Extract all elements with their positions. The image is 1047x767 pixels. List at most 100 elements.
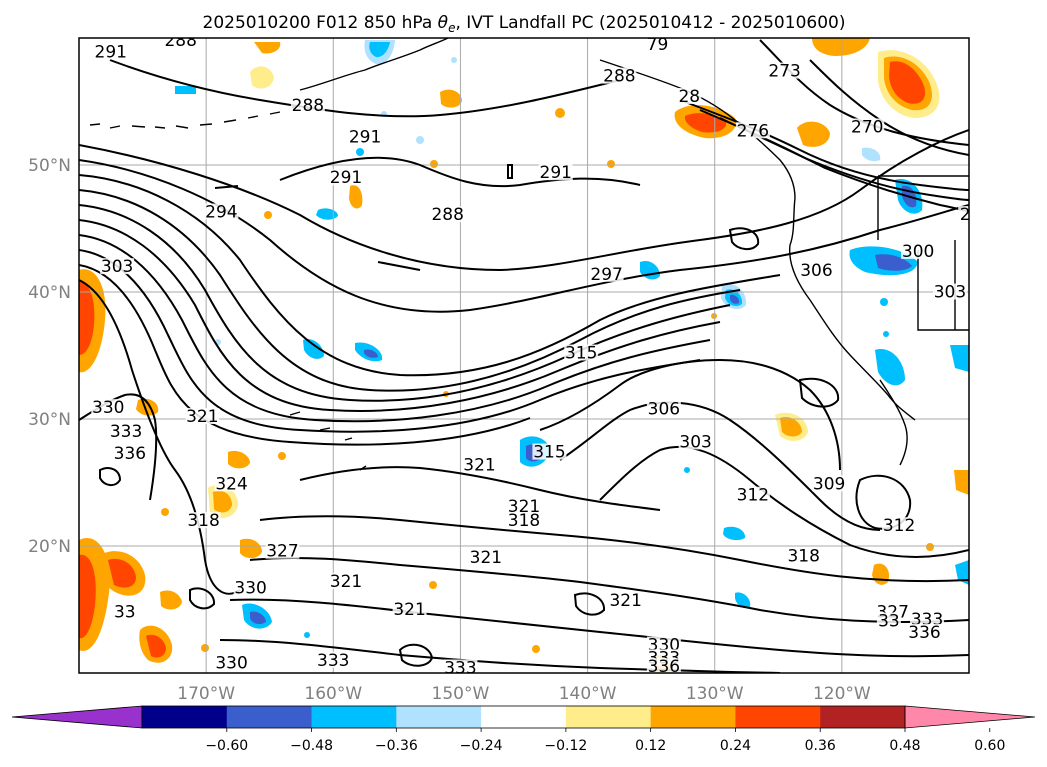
colorbar-tick-label: 0.60: [974, 738, 1005, 754]
colorbar-tick-label: −0.24: [460, 738, 503, 754]
contour-label: 300: [902, 242, 934, 262]
contour-label-bg: [430, 206, 465, 223]
colorbar-tick-label: −0.12: [544, 738, 587, 754]
contour-line: [559, 401, 881, 531]
contour-label: 309: [813, 474, 845, 494]
positive-anomaly-red: [889, 61, 926, 104]
negative-anomaly-lightblue: [862, 147, 881, 162]
contour-label: 318: [187, 511, 219, 531]
contour-line: [79, 249, 701, 433]
positive-anomaly-orange: [228, 450, 250, 469]
contour-line: [79, 234, 711, 423]
contour-label-bg: [850, 118, 885, 135]
contour-label: 294: [205, 203, 237, 223]
contour-label: 312: [883, 516, 915, 536]
contour-line: [249, 556, 969, 623]
negative-anomaly-darkblue: [250, 611, 266, 625]
contour-line: [539, 358, 841, 471]
colorbar-tick-label: −0.60: [205, 738, 248, 754]
contour-label: 336: [908, 623, 940, 643]
positive-anomaly-orange: [430, 160, 438, 168]
x-tick-label: 170°W: [177, 684, 235, 704]
x-tick-label: 150°W: [432, 684, 490, 704]
negative-anomaly-darkblue: [364, 349, 378, 358]
contour-label-bg: [290, 96, 325, 113]
contour-label: 318: [508, 511, 540, 531]
positive-anomaly-orange: [954, 470, 969, 495]
colorbar-segment: [735, 706, 821, 728]
contour-label: 324: [215, 474, 247, 494]
x-tick-label: 120°W: [813, 684, 871, 704]
contour-line: [719, 117, 969, 213]
positive-anomaly-red: [79, 280, 95, 355]
positive-anomaly-orange: [429, 581, 437, 589]
contour-label: 288: [431, 205, 463, 225]
contour-label-bg: [677, 87, 702, 104]
negative-anomaly-blue: [369, 42, 390, 58]
contour-label-bg: [538, 164, 573, 181]
contour-label: 303: [679, 432, 711, 452]
positive-anomaly-orange: [555, 108, 565, 118]
contour-label: 321: [609, 591, 641, 611]
negative-anomaly-lightblue: [451, 57, 457, 63]
positive-anomaly-orange: [349, 185, 363, 209]
contour-label: 33: [114, 603, 136, 623]
contour-label: 318: [787, 547, 819, 567]
bc-coast: [599, 59, 796, 199]
contour-label-bg: [589, 265, 624, 282]
positive-anomaly-orange: [254, 42, 281, 54]
contour-label-bg: [735, 486, 770, 503]
negative-anomaly-blue: [950, 345, 969, 372]
x-tick-label: 140°W: [559, 684, 617, 704]
map-area: 291 288 288 291 291 288 291 288 28 79 273 276 270 294…: [79, 38, 971, 673]
contour-label: 333: [317, 651, 349, 671]
colorbar: −0.60 −0.48 −0.36 −0.24 −0.12 0.12 0.24 0.36 0.4…: [11, 705, 1036, 754]
colorbar-segment: [565, 706, 652, 728]
contour-line: [229, 598, 969, 658]
contour-label-bg: [735, 122, 770, 139]
contour-label-bg: [767, 62, 802, 79]
contour-label-bg: [186, 512, 221, 529]
contour-label-bg: [646, 636, 681, 653]
contour-label: 276: [737, 121, 769, 141]
contour-line: [79, 174, 781, 377]
colorbar-extend-high: [904, 705, 1036, 729]
contour-label-bg: [876, 612, 901, 629]
colorbar-frame: [141, 705, 906, 729]
contour-line: [219, 639, 781, 673]
contour-label-bg: [112, 444, 147, 461]
positive-anomaly-orange: [607, 160, 615, 168]
contour-label: 270: [851, 117, 883, 137]
contour-label: 321: [470, 548, 502, 568]
negative-anomaly-blue: [640, 260, 660, 280]
colorbar-segment: [650, 706, 736, 728]
y-tick-label: 50°N: [28, 156, 71, 176]
negative-anomaly-blue: [303, 339, 324, 359]
contour-label-bg: [645, 38, 670, 52]
us-west-coast: [788, 197, 916, 421]
contour-label-bg: [204, 203, 239, 220]
contour-label: 291: [95, 43, 127, 63]
colorbar-tick-label: 0.36: [805, 738, 836, 754]
map-frame: [78, 37, 970, 674]
contour-label-bg: [786, 547, 821, 564]
negative-anomaly-blue: [875, 349, 905, 386]
contour-label: 2: [960, 205, 971, 225]
contour-line: [299, 466, 661, 511]
negative-anomaly-darkblue: [730, 294, 740, 304]
contour-line: [573, 592, 605, 616]
contour-line: [79, 189, 741, 392]
positive-anomaly-orange: [160, 590, 182, 610]
colorbar-extend-low: [11, 705, 143, 729]
y-tick-label: 30°N: [28, 410, 71, 430]
contour-label: 315: [533, 443, 565, 463]
contour-label-bg: [646, 400, 681, 417]
contour-label: 333: [110, 422, 142, 442]
contour-label-bg: [214, 654, 249, 671]
positive-anomaly-orange: [240, 538, 262, 559]
contour-label-bg: [392, 601, 427, 618]
contour-label: 291: [540, 163, 572, 183]
colorbar-tick-label: −0.48: [290, 738, 333, 754]
alaska-coast: [299, 38, 449, 91]
